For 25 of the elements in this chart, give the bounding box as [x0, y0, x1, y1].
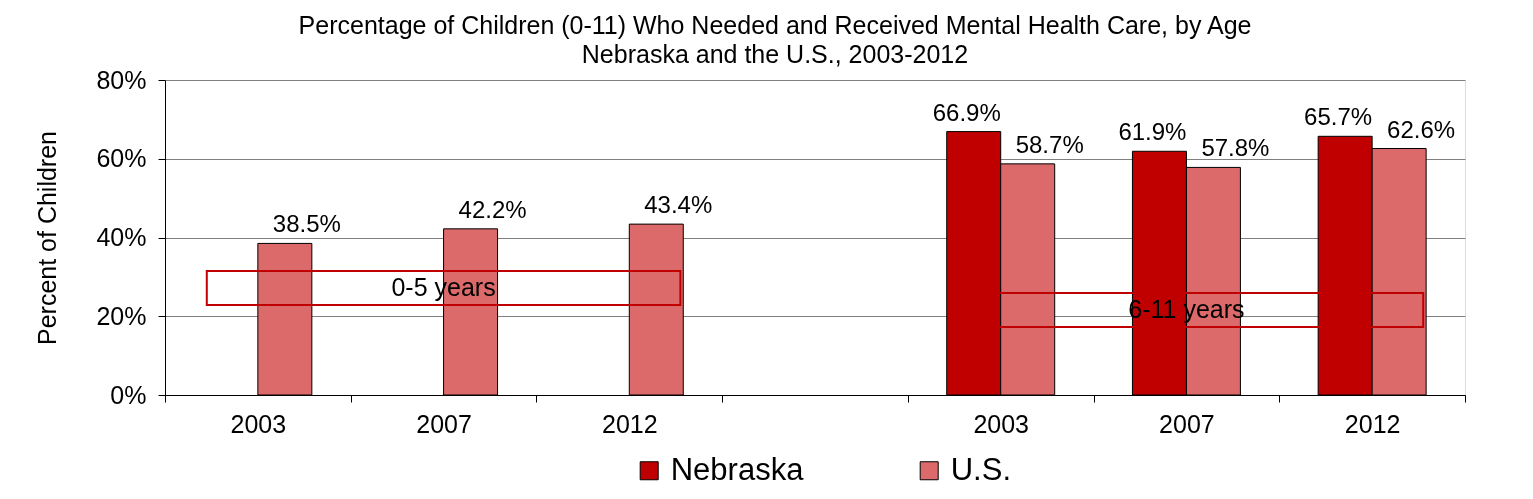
x-tick-label: 2012	[601, 409, 658, 438]
legend-label: U.S.	[950, 451, 1011, 487]
x-tick-label: 2003	[230, 409, 287, 438]
x-tick-label: 2003	[973, 409, 1030, 438]
x-tick-label: 2007	[416, 409, 472, 438]
y-tick-label: 80%	[96, 65, 147, 94]
x-tick-label: 2007	[1159, 409, 1215, 438]
data-label: 58.7%	[1015, 130, 1084, 158]
data-label: 57.8%	[1201, 134, 1270, 162]
y-tick-label: 40%	[96, 223, 147, 251]
data-label: 61.9%	[1118, 118, 1187, 146]
data-label: 38.5%	[272, 210, 341, 238]
x-tick-label: 2012	[1344, 409, 1401, 438]
data-label: 65.7%	[1304, 103, 1373, 131]
chart-subtitle: Nebraska and the U.S., 2003-2012	[581, 40, 969, 68]
y-axis-title: Percent of Children	[33, 130, 62, 346]
data-label: 62.6%	[1387, 115, 1456, 143]
chart-title: Percentage of Children (0-11) Who Needed and Received Mental Health Care, by Age	[298, 11, 1252, 39]
data-label: 42.2%	[458, 195, 527, 223]
y-tick-label: 20%	[96, 301, 147, 330]
legend-label: Nebraska	[670, 451, 805, 487]
y-tick-label: 60%	[96, 144, 147, 173]
data-label: 66.9%	[932, 98, 1001, 126]
data-label: 43.4%	[644, 191, 713, 219]
y-tick-label: 0%	[110, 380, 147, 409]
